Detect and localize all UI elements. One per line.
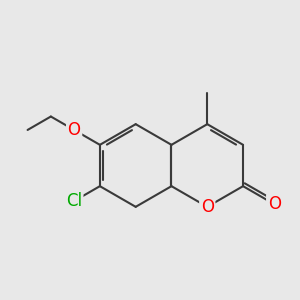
- Text: Cl: Cl: [66, 192, 82, 210]
- Text: O: O: [201, 198, 214, 216]
- Text: O: O: [68, 121, 81, 139]
- Text: O: O: [268, 195, 281, 213]
